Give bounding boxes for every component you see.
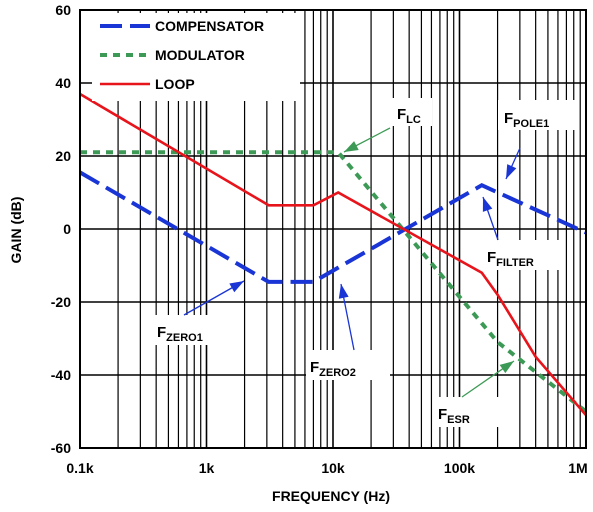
y-tick-label: 60	[55, 2, 71, 18]
legend-label: COMPENSATOR	[155, 18, 264, 34]
y-tick-label: -40	[51, 367, 71, 383]
series-line-loop	[79, 92, 587, 417]
annotations: FLC FPOLE1 FFILTER FZERO1 FZERO2 FESR	[153, 98, 578, 427]
tick-labels: 0.1k 1k 10k 100k 1M 60 40 20 0 -20 -40 -60	[51, 2, 588, 476]
annotation-box	[306, 350, 390, 380]
annotation-f-zero2: FZERO2	[306, 283, 390, 380]
series-line-compensator	[78, 170, 587, 284]
annotation-arrowhead	[499, 361, 514, 374]
x-tick-label: 1k	[199, 460, 215, 476]
y-tick-label: 40	[55, 75, 71, 91]
legend-label: MODULATOR	[155, 47, 245, 63]
annotation-box	[498, 100, 578, 130]
x-tick-label: 1M	[568, 460, 587, 476]
legend-label: LOOP	[155, 76, 195, 92]
x-tick-label: 10k	[321, 460, 345, 476]
annotation-arrowhead	[229, 281, 244, 293]
annotation-box	[153, 315, 227, 345]
x-axis-title: FREQUENCY (Hz)	[272, 488, 390, 504]
annotation-f-zero1: FZERO1	[153, 280, 245, 345]
annotation-arrowhead	[338, 284, 349, 299]
y-tick-label: -20	[51, 294, 71, 310]
series-line-modulator	[80, 150, 588, 414]
annotation-label: FZERO1	[157, 324, 203, 344]
annotation-label: FZERO2	[310, 359, 356, 379]
annotation-label: FESR	[438, 406, 470, 426]
y-tick-label: -60	[51, 440, 71, 456]
annotation-arrowhead	[344, 141, 359, 152]
y-tick-label: 20	[55, 148, 71, 164]
legend: COMPENSATOR MODULATOR LOOP	[92, 13, 300, 101]
annotation-label: FLC	[397, 106, 421, 126]
x-tick-label: 100k	[444, 460, 475, 476]
annotation-box	[433, 397, 499, 427]
annotation-arrowhead	[506, 164, 517, 179]
plot-frame	[79, 9, 587, 449]
annotation-f-filter: FFILTER	[482, 196, 562, 270]
annotation-f-lc: FLC	[343, 98, 432, 153]
annotation-arrowhead	[482, 197, 493, 212]
annotation-label: FFILTER	[487, 249, 534, 269]
annotation-label: FPOLE1	[504, 110, 549, 130]
series-lines	[78, 92, 588, 417]
y-axis-title: GAIN (dB)	[8, 197, 24, 264]
annotation-f-pole1: FPOLE1	[498, 100, 578, 180]
x-tick-label: 0.1k	[66, 460, 93, 476]
y-tick-label: 0	[63, 221, 71, 237]
annotation-box	[482, 240, 562, 270]
annotation-box	[390, 98, 432, 126]
annotation-f-esr: FESR	[433, 360, 515, 427]
